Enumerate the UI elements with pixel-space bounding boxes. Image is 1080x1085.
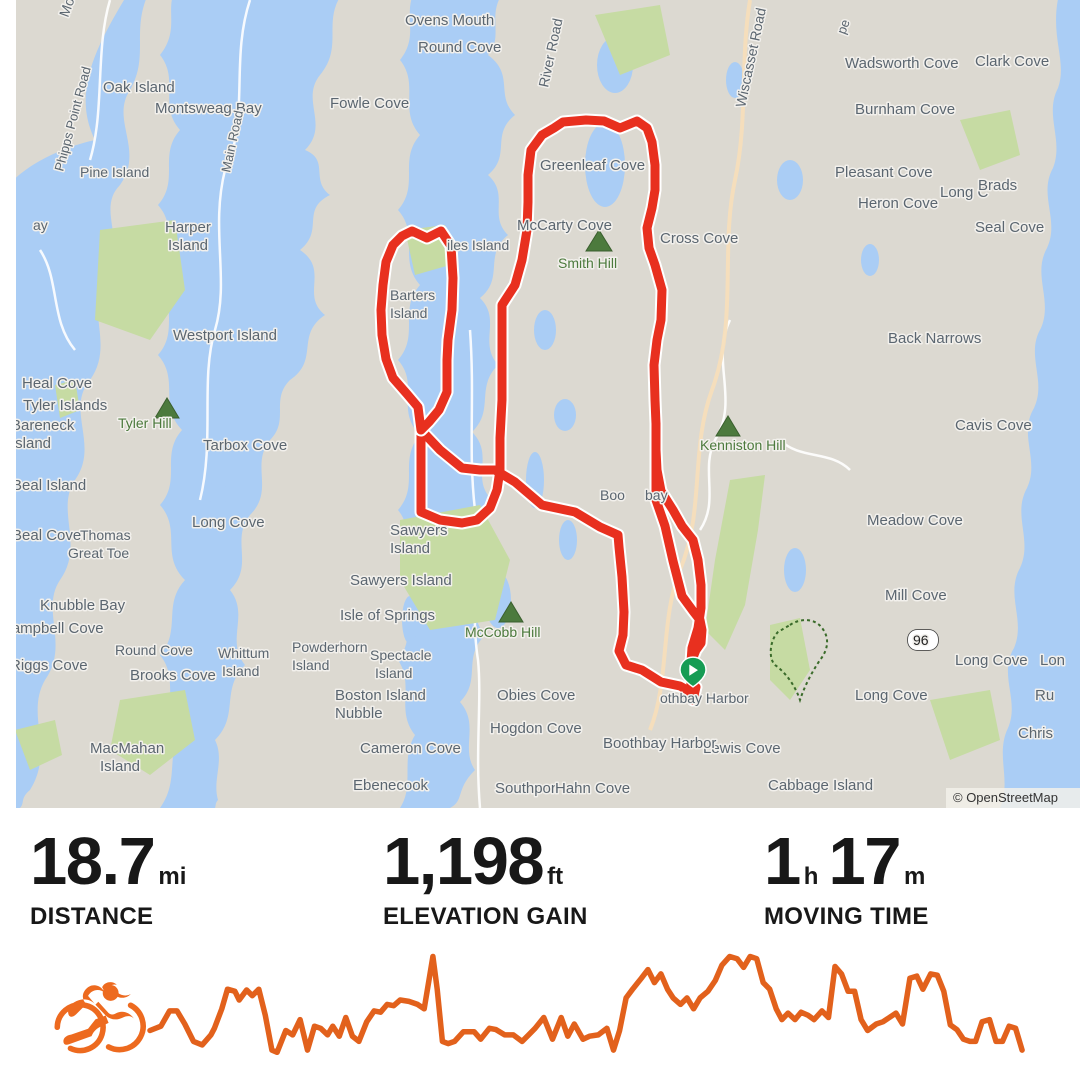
svg-text:Nubble: Nubble: [335, 705, 383, 722]
svg-text:Spectacle: Spectacle: [370, 647, 432, 663]
svg-text:Oak Island: Oak Island: [103, 79, 175, 96]
svg-text:Long Cove: Long Cove: [192, 514, 265, 531]
svg-text:Isle of Springs: Isle of Springs: [340, 607, 435, 624]
svg-text:Island: Island: [375, 665, 412, 681]
svg-text:ay: ay: [33, 217, 48, 233]
svg-text:Island: Island: [390, 540, 430, 557]
svg-text:Thomas: Thomas: [80, 527, 131, 543]
svg-text:Obies Cove: Obies Cove: [497, 687, 575, 704]
svg-text:Fowle Cove: Fowle Cove: [330, 95, 409, 112]
svg-text:Boston Island: Boston Island: [335, 687, 426, 704]
svg-text:Island: Island: [390, 305, 427, 321]
svg-text:Whittum: Whittum: [218, 645, 269, 661]
svg-text:Ru: Ru: [1035, 687, 1054, 704]
svg-text:Back Narrows: Back Narrows: [888, 330, 981, 347]
svg-text:Meadow Cove: Meadow Cove: [867, 512, 963, 529]
svg-text:Harper: Harper: [165, 219, 211, 236]
svg-text:Heal Cove: Heal Cove: [22, 375, 92, 392]
svg-text:Boothbay Harbor: Boothbay Harbor: [603, 735, 716, 752]
svg-text:Round Cove: Round Cove: [115, 642, 193, 658]
svg-text:Ovens Mouth: Ovens Mouth: [405, 12, 494, 29]
svg-text:Island: Island: [100, 758, 140, 775]
svg-text:Tarbox Cove: Tarbox Cove: [203, 437, 287, 454]
svg-text:othbay Harbor: othbay Harbor: [660, 690, 749, 706]
svg-text:MacMahan: MacMahan: [90, 740, 164, 757]
svg-text:Sawyers: Sawyers: [390, 522, 448, 539]
svg-text:Clark Cove: Clark Cove: [975, 53, 1049, 70]
svg-text:Greenleaf Cove: Greenleaf Cove: [540, 157, 645, 174]
svg-text:Westport Island: Westport Island: [173, 327, 277, 344]
svg-text:Sawyers Island: Sawyers Island: [350, 572, 452, 589]
svg-text:Ebenecook: Ebenecook: [353, 777, 429, 794]
svg-text:McCarty Cove: McCarty Cove: [517, 217, 612, 234]
svg-text:Chris: Chris: [1018, 725, 1053, 742]
svg-text:Campbell Cove: Campbell Cove: [1, 620, 104, 637]
svg-text:Beal Island: Beal Island: [12, 477, 86, 494]
svg-text:Pine Island: Pine Island: [80, 164, 149, 180]
svg-text:Cavis Cove: Cavis Cove: [955, 417, 1032, 434]
svg-text:© OpenStreetMap: © OpenStreetMap: [953, 790, 1058, 805]
svg-text:Long Cove: Long Cove: [855, 687, 928, 704]
svg-text:Wadsworth Cove: Wadsworth Cove: [845, 55, 959, 72]
svg-text:Riggs Cove: Riggs Cove: [10, 657, 88, 674]
svg-text:Island: Island: [168, 237, 208, 254]
svg-text:McCobb Hill: McCobb Hill: [465, 624, 540, 640]
svg-text:Island: Island: [292, 657, 329, 673]
svg-text:Hahn Cove: Hahn Cove: [555, 780, 630, 797]
svg-text:Beal Cove: Beal Cove: [12, 527, 81, 544]
svg-text:Seal Cove: Seal Cove: [975, 219, 1044, 236]
svg-text:Powderhorn: Powderhorn: [292, 639, 368, 655]
svg-text:Kenniston Hill: Kenniston Hill: [700, 437, 786, 453]
svg-text:iles Island: iles Island: [447, 237, 509, 253]
svg-text:Smith Hill: Smith Hill: [558, 255, 617, 271]
svg-text:Barters: Barters: [390, 287, 435, 303]
svg-text:Cameron Cove: Cameron Cove: [360, 740, 461, 757]
svg-text:Cross Cove: Cross Cove: [660, 230, 738, 247]
svg-text:Mill Cove: Mill Cove: [885, 587, 947, 604]
svg-text:Hogdon Cove: Hogdon Cove: [490, 720, 582, 737]
svg-text:Tyler Islands: Tyler Islands: [23, 397, 107, 414]
svg-text:Pleasant Cove: Pleasant Cove: [835, 164, 933, 181]
svg-text:Island: Island: [222, 663, 259, 679]
svg-text:Lon: Lon: [1040, 652, 1065, 669]
svg-text:Burnham Cove: Burnham Cove: [855, 101, 955, 118]
svg-text:Long Cove: Long Cove: [955, 652, 1028, 669]
svg-text:Knubble Bay: Knubble Bay: [40, 597, 126, 614]
svg-text:bay: bay: [645, 487, 668, 503]
svg-text:Island: Island: [11, 435, 51, 452]
svg-text:Montsweag Bay: Montsweag Bay: [155, 100, 262, 117]
svg-text:Great Toe: Great Toe: [68, 545, 129, 561]
svg-text:Southpor: Southpor: [495, 780, 556, 797]
svg-text:Cabbage Island: Cabbage Island: [768, 777, 873, 794]
svg-text:Tyler Hill: Tyler Hill: [118, 415, 172, 431]
svg-text:Boo: Boo: [600, 487, 625, 503]
svg-text:96: 96: [913, 632, 929, 648]
svg-text:Brooks Cove: Brooks Cove: [130, 667, 216, 684]
svg-text:Heron Cove: Heron Cove: [858, 195, 938, 212]
svg-text:Round Cove: Round Cove: [418, 39, 501, 56]
svg-text:Brads: Brads: [978, 177, 1017, 194]
svg-text:Bareneck: Bareneck: [11, 417, 75, 434]
